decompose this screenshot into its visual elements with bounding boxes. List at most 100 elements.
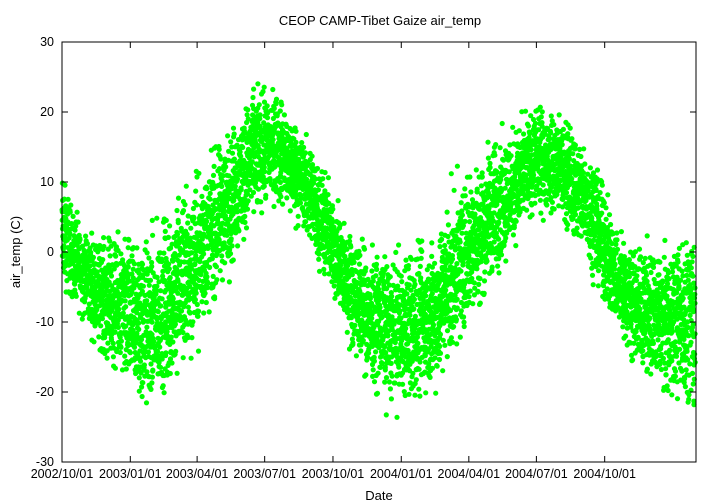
data-point bbox=[241, 236, 247, 242]
data-point bbox=[429, 253, 435, 259]
data-point bbox=[245, 107, 251, 113]
data-point bbox=[151, 338, 157, 344]
data-point bbox=[297, 200, 304, 206]
data-point bbox=[210, 172, 217, 178]
data-point bbox=[244, 206, 251, 212]
data-point bbox=[136, 326, 142, 332]
data-point bbox=[175, 278, 181, 284]
data-point bbox=[442, 242, 448, 249]
data-point bbox=[442, 342, 448, 348]
data-point bbox=[114, 262, 120, 268]
data-point bbox=[118, 338, 124, 344]
data-point bbox=[257, 112, 263, 118]
data-point bbox=[118, 251, 124, 257]
data-point bbox=[382, 254, 388, 260]
data-point bbox=[175, 220, 181, 226]
data-point bbox=[295, 223, 301, 229]
data-point bbox=[262, 169, 268, 175]
data-point bbox=[242, 213, 248, 219]
data-point bbox=[107, 238, 113, 244]
data-point bbox=[162, 228, 168, 234]
data-point bbox=[123, 323, 129, 329]
data-point bbox=[154, 283, 160, 289]
data-point bbox=[467, 174, 473, 180]
data-point bbox=[369, 242, 375, 248]
data-point bbox=[126, 278, 133, 284]
data-point bbox=[454, 296, 460, 302]
data-point bbox=[287, 208, 293, 214]
data-point bbox=[385, 333, 391, 339]
data-point bbox=[157, 364, 164, 370]
data-point bbox=[513, 243, 519, 249]
data-point bbox=[462, 186, 468, 192]
data-point bbox=[216, 166, 223, 172]
data-point bbox=[383, 375, 390, 381]
data-point bbox=[449, 256, 456, 262]
data-point bbox=[144, 298, 150, 304]
data-point bbox=[279, 102, 285, 108]
data-point bbox=[158, 303, 164, 309]
data-point bbox=[166, 266, 172, 272]
data-point bbox=[259, 210, 265, 216]
data-point bbox=[295, 213, 301, 219]
data-point bbox=[94, 269, 100, 275]
data-point bbox=[374, 266, 380, 272]
data-point bbox=[572, 142, 579, 148]
data-point bbox=[149, 259, 155, 266]
data-point bbox=[190, 205, 196, 212]
data-point bbox=[226, 279, 232, 285]
data-point bbox=[280, 201, 286, 207]
data-point bbox=[108, 269, 114, 275]
data-point bbox=[462, 218, 468, 224]
data-point bbox=[437, 350, 444, 356]
data-point bbox=[429, 240, 435, 246]
data-point bbox=[170, 258, 176, 264]
data-point bbox=[419, 238, 425, 244]
data-point bbox=[167, 356, 174, 362]
data-point bbox=[487, 164, 493, 171]
data-point bbox=[277, 108, 283, 114]
data-point bbox=[212, 294, 218, 300]
data-point bbox=[496, 219, 502, 225]
data-point bbox=[551, 206, 557, 212]
data-point bbox=[302, 150, 308, 156]
data-point bbox=[473, 167, 479, 173]
data-point bbox=[309, 153, 315, 159]
data-point bbox=[210, 273, 216, 279]
data-point bbox=[187, 310, 193, 316]
data-point bbox=[149, 380, 155, 386]
data-point bbox=[218, 156, 224, 162]
data-point bbox=[521, 131, 527, 137]
chart-title: CEOP CAMP-Tibet Gaize air_temp bbox=[279, 13, 481, 28]
data-point bbox=[134, 245, 140, 251]
data-point bbox=[320, 176, 326, 182]
data-point bbox=[112, 365, 118, 371]
data-point bbox=[111, 266, 117, 272]
data-point bbox=[107, 253, 113, 259]
data-point bbox=[415, 340, 421, 346]
data-point bbox=[139, 261, 146, 267]
data-point bbox=[451, 324, 457, 330]
data-point bbox=[389, 293, 395, 299]
data-point bbox=[434, 363, 440, 369]
data-point bbox=[178, 308, 185, 314]
data-point bbox=[216, 146, 222, 152]
data-point bbox=[485, 155, 491, 161]
data-point bbox=[256, 102, 262, 108]
data-point bbox=[139, 384, 145, 390]
data-point bbox=[437, 343, 443, 349]
data-point bbox=[99, 316, 105, 322]
data-point bbox=[120, 310, 126, 316]
data-point bbox=[315, 187, 321, 193]
data-point bbox=[263, 192, 269, 198]
data-point bbox=[356, 261, 363, 267]
data-point bbox=[230, 257, 236, 263]
data-point bbox=[293, 128, 299, 134]
data-point bbox=[549, 199, 556, 205]
data-point bbox=[284, 195, 290, 201]
data-point bbox=[564, 226, 570, 232]
data-point bbox=[61, 244, 67, 250]
data-point bbox=[104, 283, 110, 290]
data-point bbox=[104, 355, 110, 361]
data-point bbox=[384, 264, 390, 270]
